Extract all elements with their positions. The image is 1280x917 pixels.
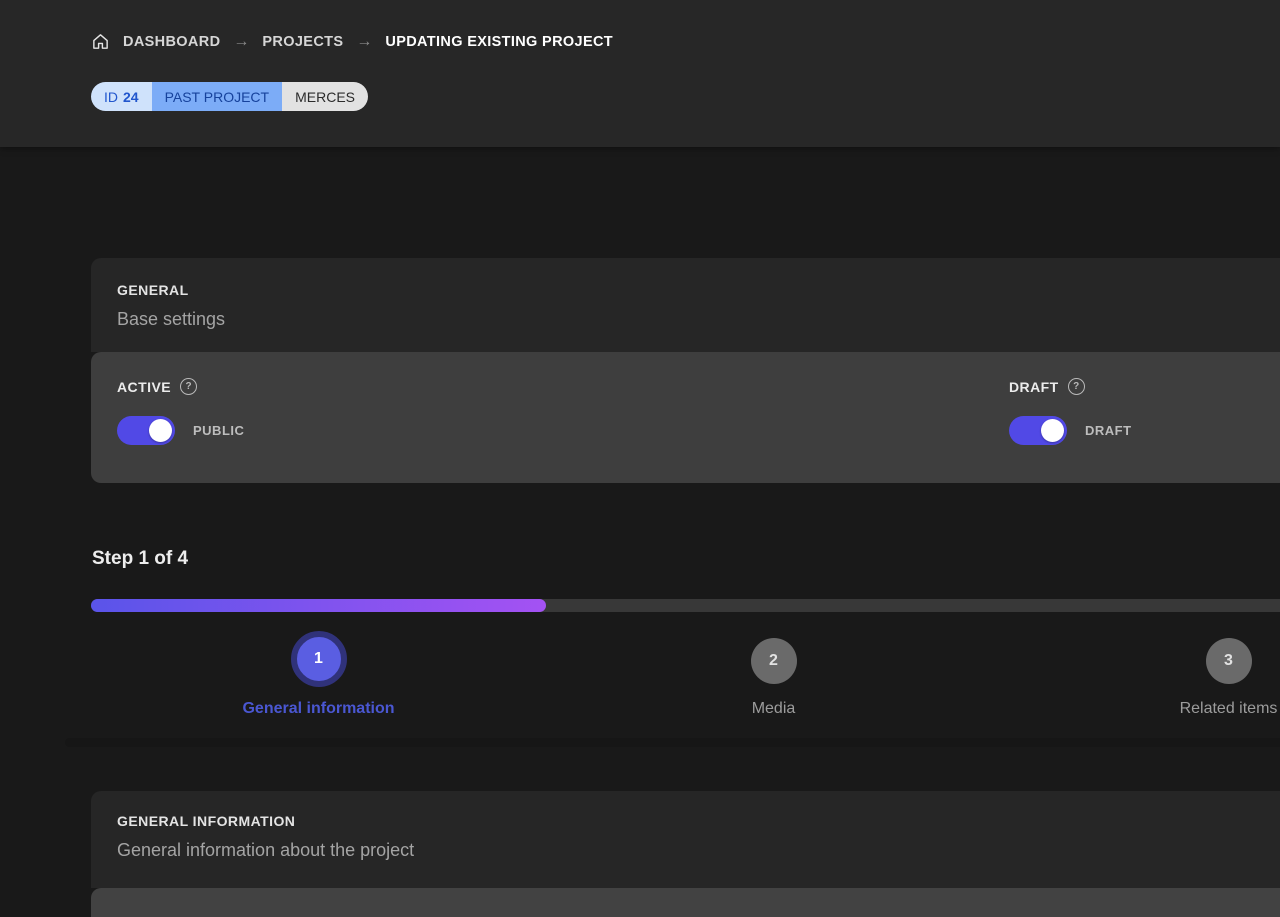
draft-field-label: DRAFT: [1009, 378, 1059, 395]
breadcrumb-item-dashboard[interactable]: DASHBOARD: [123, 33, 221, 50]
draft-toggle-row: DRAFT: [1009, 416, 1280, 445]
active-toggle-switch[interactable]: [117, 416, 175, 445]
breadcrumb: DASHBOARD → PROJECTS → UPDATING EXISTING…: [91, 32, 613, 51]
wizard-progress-bar: [91, 599, 1280, 612]
wizard-progress-fill: [91, 599, 546, 612]
breadcrumb-arrow-icon: →: [356, 32, 373, 50]
wizard-stepper: 1 General information 2 Media 3 Related …: [91, 631, 1280, 718]
step-circle: 2: [750, 638, 797, 684]
home-icon[interactable]: [91, 32, 110, 51]
draft-toggle-state-label: DRAFT: [1085, 423, 1132, 438]
help-icon[interactable]: ?: [1067, 378, 1085, 395]
draft-field-label-row: DRAFT ?: [1009, 378, 1280, 395]
breadcrumb-item-projects[interactable]: PROJECTS: [262, 33, 344, 50]
general-information-card-subtitle: General information about the project: [117, 840, 415, 860]
step-label: General information: [242, 700, 395, 717]
project-id-tag: ID 24: [91, 82, 152, 111]
toggle-knob: [149, 419, 172, 442]
general-card-header: GENERAL Base settings: [91, 258, 1280, 352]
general-information-card-body: [91, 888, 1280, 917]
toggle-knob: [1041, 419, 1064, 442]
general-information-card-title: GENERAL INFORMATION: [117, 813, 296, 829]
step-circle: 3: [1205, 638, 1252, 684]
project-id-label: ID: [104, 88, 118, 105]
step-circle: 1: [290, 631, 347, 687]
general-card-subtitle: Base settings: [117, 309, 226, 329]
section-divider: [65, 738, 1280, 747]
breadcrumb-arrow-icon: →: [233, 32, 250, 50]
project-tag-group: ID 24 PAST PROJECT MERCES: [91, 82, 368, 111]
active-field-label: ACTIVE: [117, 378, 172, 395]
breadcrumb-item-current-page: UPDATING EXISTING PROJECT: [385, 33, 613, 50]
step-label: Related items: [1179, 700, 1278, 717]
active-toggle-row: PUBLIC: [117, 416, 1009, 445]
step-counter-text: Step 1 of 4: [92, 548, 189, 569]
general-card-body: ACTIVE ? PUBLIC DRAFT ? DRAFT: [91, 352, 1280, 483]
help-icon[interactable]: ?: [180, 378, 198, 395]
active-toggle-field: ACTIVE ? PUBLIC: [117, 378, 1009, 483]
step-general-information[interactable]: 1 General information: [91, 631, 546, 718]
step-related-items[interactable]: 3 Related items: [1001, 631, 1280, 718]
draft-toggle-field: DRAFT ? DRAFT: [1009, 378, 1280, 483]
step-label: Media: [751, 700, 796, 717]
draft-toggle-switch[interactable]: [1009, 416, 1067, 445]
project-status-tag: PAST PROJECT: [151, 82, 283, 111]
project-client-tag: MERCES: [282, 82, 368, 111]
active-field-label-row: ACTIVE ?: [117, 378, 1009, 395]
general-card-title: GENERAL: [117, 282, 189, 298]
active-toggle-state-label: PUBLIC: [193, 423, 245, 438]
step-media[interactable]: 2 Media: [546, 631, 1001, 718]
project-id-value: 24: [123, 88, 139, 105]
general-information-card-header: GENERAL INFORMATION General information …: [91, 791, 1280, 888]
top-header-bar: DASHBOARD → PROJECTS → UPDATING EXISTING…: [0, 0, 1280, 147]
